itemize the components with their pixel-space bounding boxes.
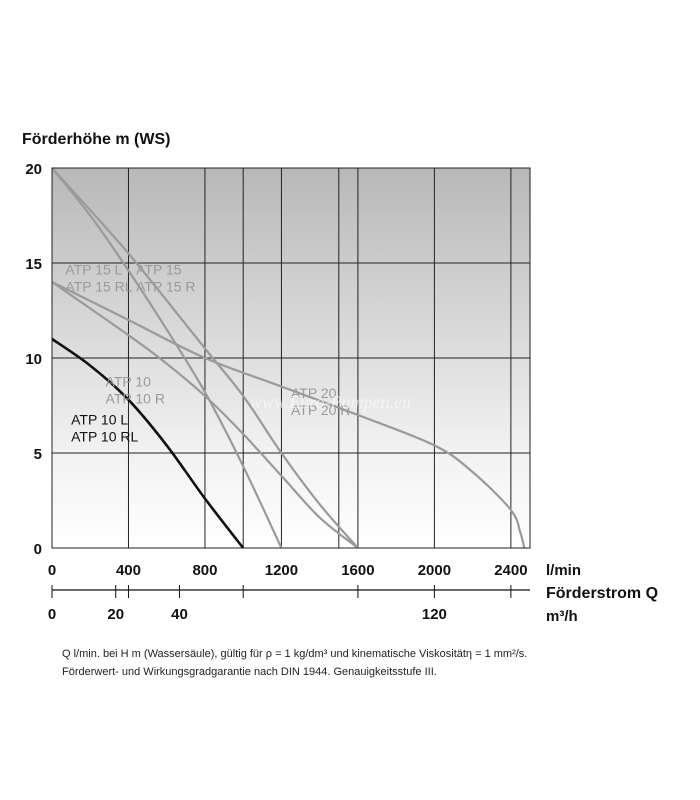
series-label: ATP 20 xyxy=(291,385,337,401)
y-tick-label: 20 xyxy=(25,161,42,178)
x-tick-label: 2000 xyxy=(418,562,451,579)
series-line-2 xyxy=(51,281,359,549)
watermark: www.Euro-Pumpen.eu xyxy=(250,392,411,412)
x2-axis: 0 20 40 120 xyxy=(48,585,530,623)
series-line-1 xyxy=(51,337,245,549)
series-label: ATP 15 L xyxy=(65,261,122,277)
x-axis: 0 400 800 1200 1600 2000 2400 xyxy=(48,562,528,579)
y-axis: 0 5 10 15 20 xyxy=(25,161,42,558)
series-line-5 xyxy=(51,281,526,549)
y-tick-label: 5 xyxy=(34,446,42,463)
y-tick-label: 0 xyxy=(34,541,42,558)
x-tick-label: 1600 xyxy=(341,562,374,579)
series-label: ATP 10 R xyxy=(106,391,165,407)
plot-border xyxy=(51,167,531,549)
x-tick-label: 400 xyxy=(116,562,141,579)
x2-tick-label: 40 xyxy=(171,606,188,623)
series-label: ATP 20 R xyxy=(291,402,350,418)
footnote-line-2: Förderwert- und Wirkungsgradgarantie nac… xyxy=(62,666,437,678)
x2-axis-unit: m³/h xyxy=(546,608,578,625)
y-tick-label: 10 xyxy=(25,351,42,368)
series-label: ATP 15 xyxy=(136,261,182,277)
x2-tick-label: 0 xyxy=(48,606,56,623)
series-label: ATP 10 RL xyxy=(71,429,138,445)
series-label: ATP 10 L xyxy=(71,412,128,428)
footnote-line-1: Q l/min. bei H m (Wassersäule), gültig f… xyxy=(62,648,528,660)
x-tick-label: 2400 xyxy=(494,562,527,579)
series-label: ATP 10 xyxy=(106,374,152,390)
series-label: ATP 15 R xyxy=(136,278,195,294)
x2-tick-label: 120 xyxy=(422,606,447,623)
series-line-3 xyxy=(51,167,283,549)
grid xyxy=(52,168,530,548)
x-tick-label: 1200 xyxy=(265,562,298,579)
x2-tick-label: 20 xyxy=(107,606,124,623)
series-lines xyxy=(51,167,526,549)
y-axis-title: Förderhöhe m (WS) xyxy=(22,131,170,148)
series-label: ATP 15 RL xyxy=(65,278,132,294)
x-tick-label: 0 xyxy=(48,562,56,579)
series-line-4 xyxy=(51,167,359,549)
x-axis-unit: l/min xyxy=(546,562,581,579)
y-tick-label: 15 xyxy=(25,256,42,273)
x-tick-label: 800 xyxy=(192,562,217,579)
x2-axis-title: Förderstrom Q xyxy=(546,585,658,602)
